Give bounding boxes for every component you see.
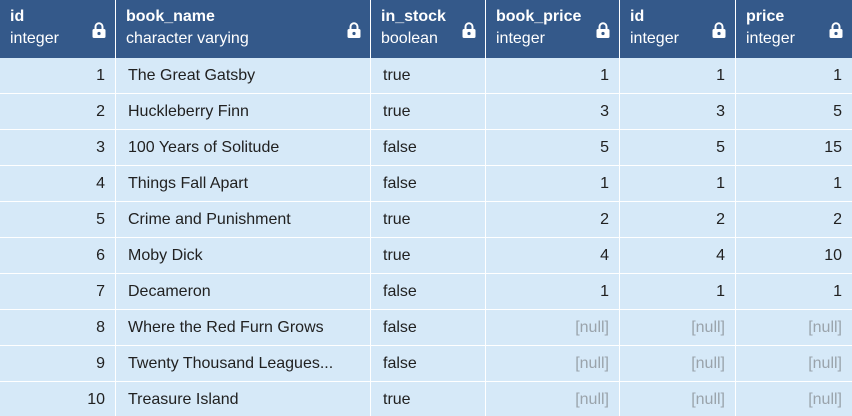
- cell-book-name[interactable]: Things Fall Apart: [116, 166, 371, 202]
- column-type: integer: [10, 30, 59, 47]
- table-row: 6 Moby Dick true 4 4 10: [0, 238, 852, 274]
- cell-book-price[interactable]: 1: [486, 166, 620, 202]
- cell-book-price[interactable]: 5: [486, 130, 620, 166]
- column-name: price: [746, 8, 785, 25]
- cell-id[interactable]: 5: [0, 202, 116, 238]
- lock-icon: [462, 22, 476, 38]
- cell-id[interactable]: 1: [0, 58, 116, 94]
- cell-book-name[interactable]: Twenty Thousand Leagues...: [116, 346, 371, 382]
- cell-book-price[interactable]: 2: [486, 202, 620, 238]
- cell-book-name[interactable]: 100 Years of Solitude: [116, 130, 371, 166]
- column-type: integer: [496, 30, 545, 47]
- cell-price[interactable]: 1: [736, 58, 852, 94]
- cell-in-stock[interactable]: false: [371, 166, 486, 202]
- cell-book-price[interactable]: [null]: [486, 310, 620, 346]
- column-header-id-2[interactable]: id integer: [620, 0, 736, 58]
- cell-price[interactable]: [null]: [736, 382, 852, 416]
- cell-price[interactable]: 1: [736, 274, 852, 310]
- cell-id[interactable]: 8: [0, 310, 116, 346]
- cell-price[interactable]: 5: [736, 94, 852, 130]
- table-row: 7 Decameron false 1 1 1: [0, 274, 852, 310]
- header-row: id integer book_name character varying i…: [0, 0, 852, 58]
- column-header-in-stock[interactable]: in_stock boolean: [371, 0, 486, 58]
- table-row: 4 Things Fall Apart false 1 1 1: [0, 166, 852, 202]
- cell-in-stock[interactable]: true: [371, 94, 486, 130]
- cell-id[interactable]: 3: [0, 130, 116, 166]
- column-header-id[interactable]: id integer: [0, 0, 116, 58]
- table-row: 3 100 Years of Solitude false 5 5 15: [0, 130, 852, 166]
- cell-in-stock[interactable]: false: [371, 130, 486, 166]
- column-header-book-price[interactable]: book_price integer: [486, 0, 620, 58]
- cell-price[interactable]: 10: [736, 238, 852, 274]
- table-row: 1 The Great Gatsby true 1 1 1: [0, 58, 852, 94]
- lock-icon: [92, 22, 106, 38]
- cell-book-price[interactable]: 1: [486, 274, 620, 310]
- cell-book-price[interactable]: 1: [486, 58, 620, 94]
- cell-book-name[interactable]: The Great Gatsby: [116, 58, 371, 94]
- cell-price[interactable]: 2: [736, 202, 852, 238]
- cell-book-name[interactable]: Moby Dick: [116, 238, 371, 274]
- cell-in-stock[interactable]: true: [371, 238, 486, 274]
- cell-id-2[interactable]: 1: [620, 166, 736, 202]
- cell-id-2[interactable]: 5: [620, 130, 736, 166]
- cell-id[interactable]: 2: [0, 94, 116, 130]
- cell-id-2[interactable]: [null]: [620, 346, 736, 382]
- cell-id[interactable]: 6: [0, 238, 116, 274]
- column-name: id: [630, 8, 645, 25]
- table-row: 2 Huckleberry Finn true 3 3 5: [0, 94, 852, 130]
- column-type: integer: [630, 30, 679, 47]
- cell-in-stock[interactable]: true: [371, 382, 486, 416]
- cell-book-price[interactable]: [null]: [486, 382, 620, 416]
- cell-id-2[interactable]: [null]: [620, 310, 736, 346]
- lock-icon: [596, 22, 610, 38]
- cell-book-name[interactable]: Crime and Punishment: [116, 202, 371, 238]
- cell-id-2[interactable]: 1: [620, 274, 736, 310]
- cell-book-price[interactable]: 4: [486, 238, 620, 274]
- column-name: in_stock: [381, 8, 446, 25]
- cell-id-2[interactable]: 3: [620, 94, 736, 130]
- table-row: 5 Crime and Punishment true 2 2 2: [0, 202, 852, 238]
- cell-in-stock[interactable]: false: [371, 346, 486, 382]
- cell-book-price[interactable]: 3: [486, 94, 620, 130]
- column-header-book-name[interactable]: book_name character varying: [116, 0, 371, 58]
- cell-id-2[interactable]: 4: [620, 238, 736, 274]
- cell-id-2[interactable]: [null]: [620, 382, 736, 416]
- column-type: integer: [746, 30, 795, 47]
- cell-id-2[interactable]: 1: [620, 58, 736, 94]
- cell-in-stock[interactable]: true: [371, 58, 486, 94]
- cell-id-2[interactable]: 2: [620, 202, 736, 238]
- cell-price[interactable]: 15: [736, 130, 852, 166]
- cell-book-name[interactable]: Where the Red Furn Grows: [116, 310, 371, 346]
- cell-book-name[interactable]: Treasure Island: [116, 382, 371, 416]
- column-header-price[interactable]: price integer: [736, 0, 852, 58]
- cell-id[interactable]: 7: [0, 274, 116, 310]
- cell-price[interactable]: 1: [736, 166, 852, 202]
- cell-price[interactable]: [null]: [736, 310, 852, 346]
- lock-icon: [712, 22, 726, 38]
- lock-icon: [347, 22, 361, 38]
- cell-id[interactable]: 4: [0, 166, 116, 202]
- cell-book-price[interactable]: [null]: [486, 346, 620, 382]
- cell-price[interactable]: [null]: [736, 346, 852, 382]
- table-row: 10 Treasure Island true [null] [null] [n…: [0, 382, 852, 416]
- column-name: book_price: [496, 8, 582, 25]
- cell-in-stock[interactable]: false: [371, 274, 486, 310]
- cell-book-name[interactable]: Huckleberry Finn: [116, 94, 371, 130]
- table-row: 8 Where the Red Furn Grows false [null] …: [0, 310, 852, 346]
- cell-in-stock[interactable]: true: [371, 202, 486, 238]
- lock-icon: [829, 22, 843, 38]
- cell-book-name[interactable]: Decameron: [116, 274, 371, 310]
- column-name: book_name: [126, 8, 215, 25]
- cell-id[interactable]: 10: [0, 382, 116, 416]
- table-row: 9 Twenty Thousand Leagues... false [null…: [0, 346, 852, 382]
- cell-in-stock[interactable]: false: [371, 310, 486, 346]
- column-name: id: [10, 8, 25, 25]
- cell-id[interactable]: 9: [0, 346, 116, 382]
- column-type: boolean: [381, 30, 438, 47]
- column-type: character varying: [126, 30, 249, 47]
